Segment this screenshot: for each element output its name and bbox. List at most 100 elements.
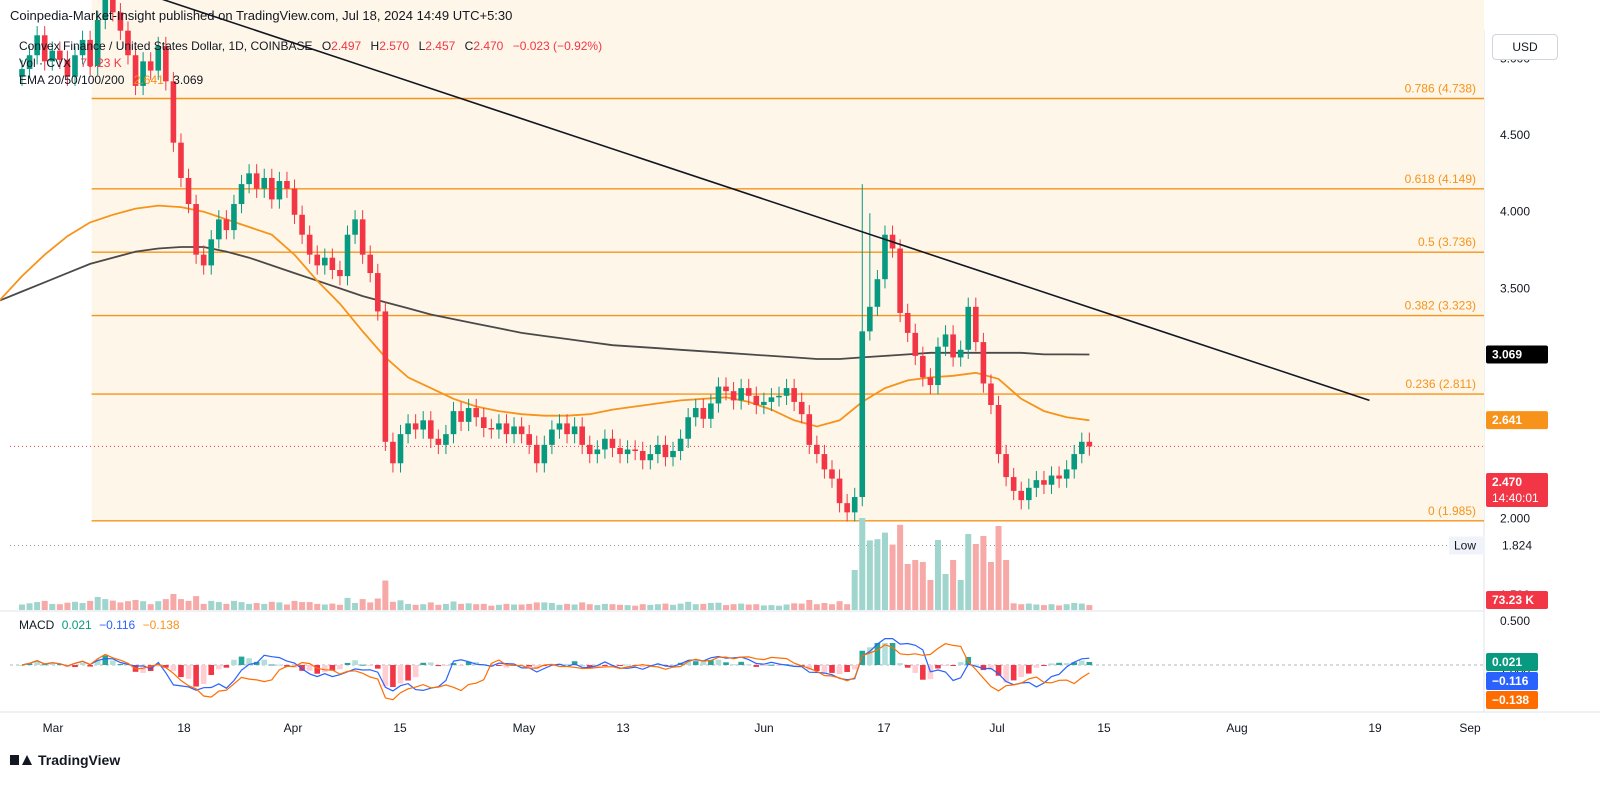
candle-body [397,434,404,464]
macd-histogram-bar [193,665,199,687]
macd-legend: MACD 0.021 −0.116 −0.138 [19,618,180,632]
volume-bar [980,536,987,610]
candle [935,337,941,395]
time-axis-tick: Sep [1459,721,1481,735]
volume-bar [382,580,389,610]
macd-tag-bg-2 [1486,691,1538,709]
candle [125,21,131,65]
macd-histogram-bar [753,665,760,667]
macd-histogram-bar [973,664,979,666]
candle [344,225,351,286]
candle-body [511,426,517,435]
macd-histogram-bar [814,665,820,672]
volume-bar [760,605,767,610]
candle-body [662,444,669,458]
candle-body [745,388,752,396]
candle [586,435,593,464]
time-axis-tick: May [513,721,536,735]
candle [806,404,813,455]
candle-body [496,423,502,430]
candle-body [806,414,813,445]
currency-button[interactable]: USD [1492,34,1558,60]
candle-body [995,404,1002,455]
candle [79,30,86,65]
volume-bar [155,601,162,610]
volume-bar [1003,560,1010,610]
macd-histogram-bar [435,665,442,667]
volume-bar [995,526,1002,610]
candle [231,194,237,240]
volume-bar [965,534,972,610]
candle [1041,470,1047,494]
candle [655,435,661,464]
candle [973,297,979,352]
macd-histogram-bar [231,659,237,665]
candle [140,52,146,96]
macd-tag-bg-0 [1486,653,1538,671]
candle-body [102,0,109,20]
volume-bar [518,604,525,610]
candle [677,429,684,461]
candle [594,440,601,464]
time-axis-tick: 18 [177,721,191,735]
candle-body [912,332,919,356]
candle [700,398,707,428]
macd-histogram-bar [571,661,578,665]
candle [730,381,737,410]
candle [715,377,722,413]
volume-bar [480,603,487,610]
volume-bar [435,604,442,610]
candle [49,41,56,71]
macd-histogram-bar [329,665,336,671]
candle [957,340,964,367]
candle [450,401,457,444]
volume-legend: Vol · CVX 73.23 K [19,56,122,70]
volume-bar [897,524,904,610]
candle [904,303,911,343]
candle-body [390,441,396,464]
volume-bar [987,562,994,610]
candle [185,168,192,214]
volume-bar [526,603,533,610]
volume-bar [177,599,184,610]
macd-histogram-bar [246,658,252,665]
volume-bar [230,600,237,610]
candle [609,429,616,458]
volume-bar [140,601,147,610]
candle-body [276,181,283,200]
volume-bar [745,604,752,610]
candle [692,398,699,427]
volume-bar [223,603,230,610]
candle-body [723,386,729,392]
candle-body [41,35,48,62]
volume-bar [1056,605,1063,610]
volume-bar [473,604,480,610]
macd-histogram-bar [450,663,457,665]
candle-body [435,438,442,445]
candle-body [814,444,820,455]
candle [19,59,25,86]
symbol-legend: Convex Finance / United States Dollar, 1… [19,39,602,53]
candle [147,52,154,80]
volume-bar [541,602,548,610]
candle [238,174,245,214]
volume-bar [261,603,268,610]
candle [223,210,230,240]
candle [753,386,760,415]
candle-body [412,423,419,430]
volume-bar [450,601,457,610]
volume-bar [147,604,154,610]
candle-body [344,234,351,277]
macd-histogram-bar [988,665,994,670]
volume-legend-label: Vol · CVX [19,56,72,70]
candle [284,171,290,198]
volume-bar [601,603,608,610]
candle-body [988,383,994,405]
candle-body [170,81,177,143]
time-axis-tick: Jul [989,721,1004,735]
volume-bar [647,604,654,610]
macd-histogram-bar [692,661,699,665]
candle [745,378,752,405]
volume-bar [185,600,192,610]
candle-body [26,55,33,70]
